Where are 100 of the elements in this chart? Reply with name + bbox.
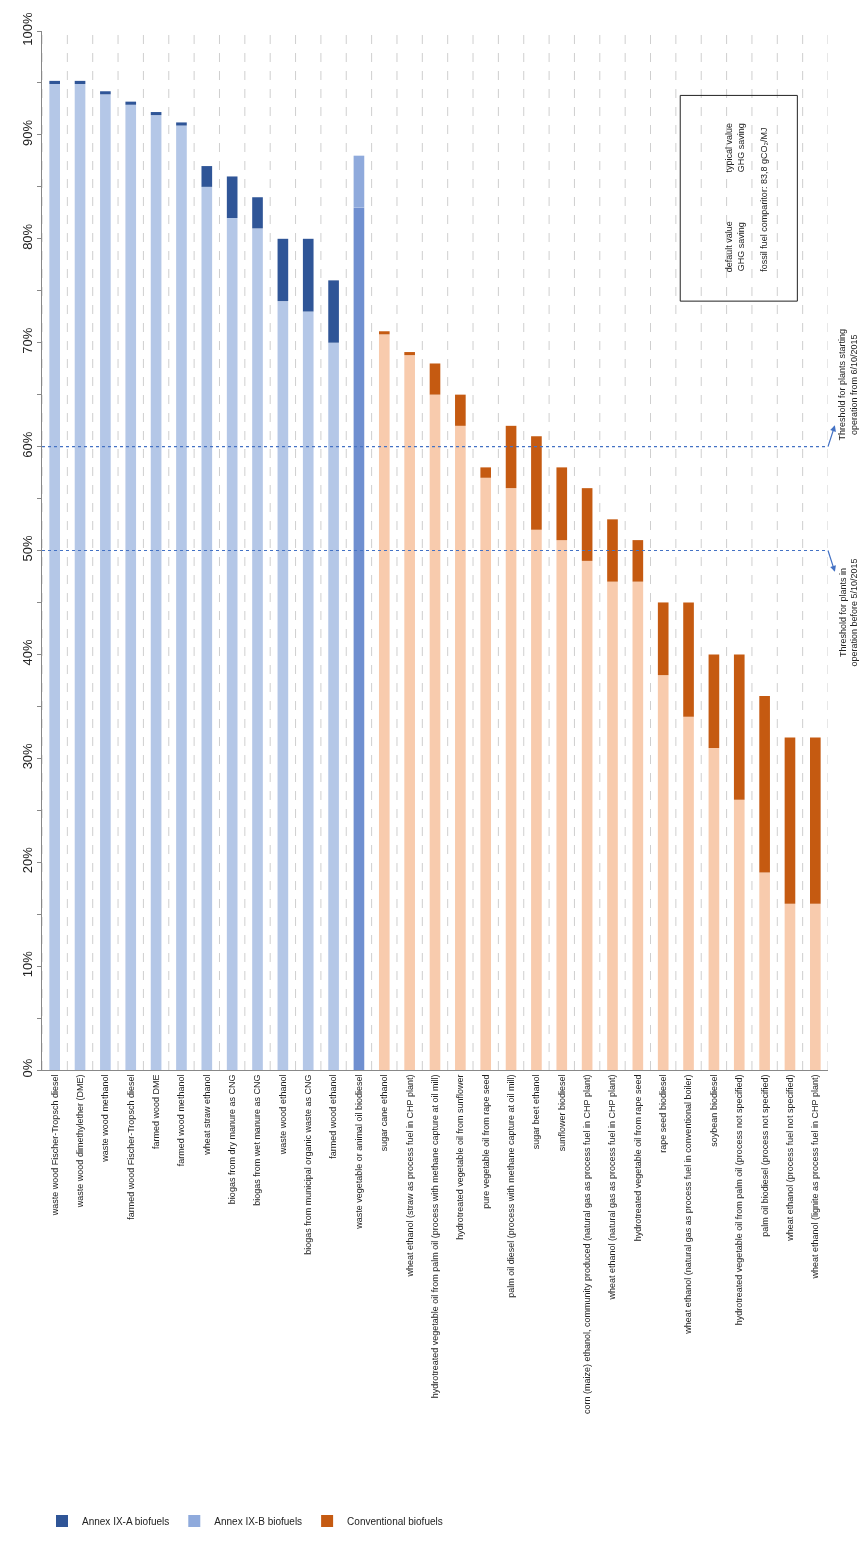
bar (125, 101, 137, 105)
x-tick-label: farmed wood ethanol (328, 1074, 339, 1159)
bar (733, 799, 745, 1070)
bar (607, 581, 618, 1070)
bar (252, 228, 263, 1070)
y-tick-label: 90% (19, 119, 35, 146)
legend-label: Conventional biofuels (347, 1515, 443, 1527)
bar (556, 540, 568, 1070)
bar (708, 654, 720, 748)
bar (302, 238, 314, 312)
x-tick-label: palm oil biodiesel (process not specified) (759, 1074, 770, 1237)
bar (581, 560, 593, 1070)
y-tick-label: 100% (19, 11, 35, 46)
bar (176, 122, 187, 126)
y-tick-label: 10% (19, 950, 35, 978)
x-tick-label: wheat ethanol (process fuel not specified) (784, 1074, 795, 1242)
x-tick-label: farmed wood DME (151, 1074, 162, 1150)
bar (226, 176, 238, 219)
bar (581, 488, 593, 561)
bar (683, 716, 694, 1070)
x-tick-label: hydrotreated vegetable oil from palm oil (process with methane capture at oil mill) (429, 1074, 440, 1399)
bar (784, 903, 796, 1070)
x-tick-label: biogas from wet manure as CNG (252, 1074, 263, 1206)
bar (505, 488, 517, 1070)
bar (74, 83, 86, 1070)
x-tick-label: wheat ethanol (lignite as process fuel in CHP plant) (810, 1074, 821, 1280)
bar (632, 581, 644, 1070)
x-tick-label: biogas from municipal organic waste as CNG (303, 1074, 314, 1255)
x-tick-label: waste wood dimethylether (DME) (74, 1074, 85, 1209)
bar (607, 519, 618, 582)
y-tick-label: 0% (19, 1058, 35, 1078)
bar (455, 425, 466, 1070)
bar (201, 186, 213, 1070)
x-tick-label: corn (maize) ethanol, community produced (natural gas as process fuel in CHP plant) (582, 1074, 593, 1415)
y-tick-label: 20% (19, 846, 35, 874)
bar (429, 363, 441, 395)
y-tick-label: 50% (19, 535, 35, 562)
x-tick-label: biogas from dry manure as CNG (227, 1074, 238, 1205)
x-tick-label: palm oil diesel (process with methane capture at oil mill) (505, 1074, 516, 1298)
x-tick-label: wheat ethanol (natural gas as process fuel in CHP plant) (607, 1074, 618, 1301)
x-tick-label: sugar cane ethanol (379, 1074, 390, 1152)
x-tick-label: waste wood ethanol (277, 1074, 288, 1156)
x-tick-label: waste wood Fischer-Tropsch diesel (49, 1074, 60, 1217)
x-tick-label: wheat ethanol (natural gas as process fuel in conventional boiler) (683, 1074, 694, 1335)
bar (100, 94, 111, 1070)
bar (455, 394, 466, 426)
bar (353, 155, 365, 208)
bar (74, 80, 86, 84)
bar (759, 872, 770, 1070)
bar (150, 112, 162, 116)
bar (708, 747, 720, 1070)
bar (657, 675, 669, 1070)
bar (404, 352, 415, 356)
x-tick-label: waste wood methanol (100, 1074, 111, 1163)
bar (150, 115, 162, 1070)
x-tick-label: sunflower biodiesel (556, 1074, 567, 1152)
bar (125, 104, 137, 1070)
x-tick-label: wheat straw ethanol (201, 1074, 212, 1156)
bar (683, 602, 694, 717)
x-tick-label: hydrotreated vegetable oil from sunflower (455, 1074, 466, 1240)
y-tick-label: 80% (19, 223, 35, 250)
bar (632, 540, 644, 582)
bar (302, 311, 314, 1070)
x-tick-label: rape seed biodiesel (658, 1074, 669, 1153)
bar (784, 737, 796, 904)
y-tick-label: 70% (19, 327, 35, 354)
bar (733, 654, 745, 800)
bar (252, 197, 263, 229)
x-tick-label: soybean biodiesel (708, 1074, 719, 1147)
bar (404, 355, 415, 1070)
bar (176, 125, 187, 1070)
legend-label: Annex IX-B biofuels (214, 1515, 303, 1527)
bar (201, 166, 213, 187)
bar (49, 80, 60, 84)
annotation: typical value GHG saving (723, 123, 746, 173)
bar (277, 238, 289, 302)
y-tick-label: 40% (19, 639, 35, 666)
legend-label: Annex IX-A biofuels (82, 1515, 170, 1527)
x-tick-label: wheat ethanol (straw as process fuel in CHP plant) (404, 1074, 415, 1278)
bar (810, 737, 821, 904)
legend-label: Threshold for plants in operation before 5/10/2015 (837, 558, 860, 667)
bar (480, 467, 492, 478)
bar (429, 394, 441, 1070)
bar (480, 477, 492, 1070)
bar (328, 342, 339, 1070)
x-tick-label: pure vegetable oil from rape seed (480, 1074, 491, 1209)
bar (353, 207, 365, 1070)
bar (657, 602, 669, 676)
bar (505, 425, 517, 489)
x-tick-label: sugar beet ethanol (531, 1074, 542, 1150)
x-tick-label: farmed wood Fischer-Tropsch diesel (125, 1074, 136, 1220)
bar (378, 331, 390, 335)
y-tick-label: 60% (19, 431, 35, 458)
y-tick-label: 30% (19, 742, 35, 770)
x-tick-label: waste vegetable or animal oil biodiesel (353, 1074, 364, 1230)
x-tick-label: hydrotreated vegetable oil from rape seed (632, 1074, 643, 1242)
bar (531, 436, 542, 530)
bar (531, 529, 542, 1070)
bar (49, 83, 60, 1070)
bar (328, 280, 339, 343)
